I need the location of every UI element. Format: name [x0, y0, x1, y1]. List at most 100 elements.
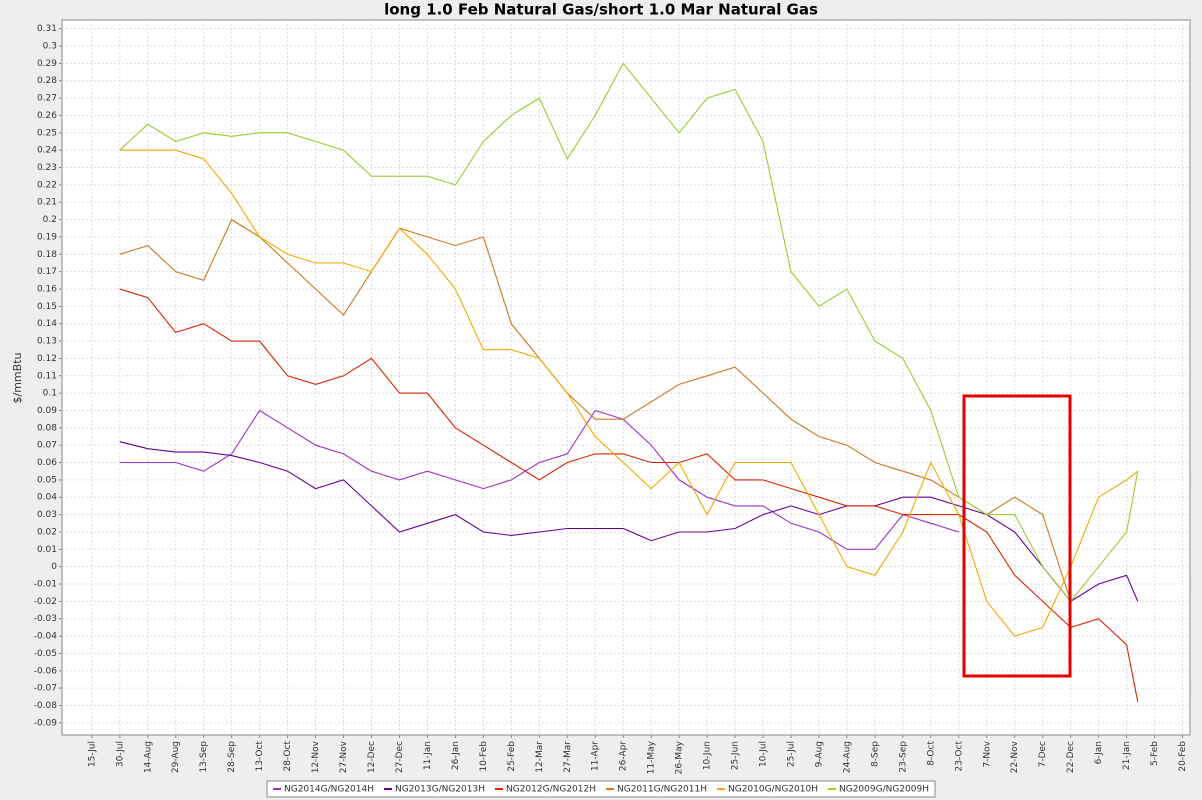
- series-line: [119, 149, 1139, 637]
- x-tick-label: 25-Jun: [731, 741, 741, 770]
- y-axis-label: $/mmBtu: [11, 353, 24, 404]
- legend-box: [266, 780, 936, 798]
- y-tick-label: 0.29: [37, 59, 57, 69]
- y-tick-label: 0.17: [37, 267, 57, 277]
- legend-label: NG2009G/NG2009H: [839, 785, 929, 795]
- x-tick-label: 5-Feb: [1150, 741, 1160, 766]
- legend-label: NG2010G/NG2010H: [728, 785, 818, 795]
- y-tick-label: 0.04: [37, 493, 57, 503]
- x-tick-label: 9-Aug: [814, 741, 824, 767]
- x-tick-label: 8-Oct: [926, 741, 936, 766]
- y-tick-label: -0.01: [34, 580, 57, 590]
- series-line: [119, 62, 1139, 603]
- y-tick-label: -0.09: [34, 718, 58, 728]
- y-tick-label: 0.11: [37, 371, 57, 381]
- plot-area: [61, 19, 1191, 736]
- x-tick-label: 12-Nov: [311, 740, 321, 773]
- x-tick-label: 25-Feb: [507, 741, 517, 772]
- y-tick-label: 0.22: [37, 180, 57, 190]
- chart-title: long 1.0 Feb Natural Gas/short 1.0 Mar N…: [384, 1, 818, 19]
- y-tick-label: 0.03: [37, 510, 57, 520]
- y-tick-label: 0.15: [37, 302, 57, 312]
- legend-label: NG2012G/NG2012H: [506, 785, 596, 795]
- y-tick-label: 0.01: [37, 545, 57, 555]
- y-tick-label: -0.03: [34, 614, 57, 624]
- x-tick-label: 27-Dec: [395, 741, 405, 773]
- y-tick-label: 0.1: [43, 389, 57, 399]
- series-line: [119, 218, 1072, 602]
- series-line: [119, 441, 1139, 603]
- legend: NG2014G/NG2014H NG2013G/NG2013H NG2012G/NG…: [266, 780, 936, 798]
- y-tick-label: -0.06: [34, 666, 58, 676]
- x-tick-label: 20-Feb: [1178, 741, 1188, 772]
- x-tick-label: 8-Sep: [870, 741, 880, 767]
- x-tick-label: 22-Nov: [1010, 740, 1020, 773]
- y-tick-label: 0.25: [37, 128, 57, 138]
- x-tick-label: 14-Aug: [143, 741, 153, 773]
- legend-label: NG2013G/NG2013H: [395, 785, 485, 795]
- x-tick-label: 12-Mar: [535, 741, 545, 773]
- y-tick-label: 0: [51, 562, 57, 572]
- x-tick-label: 13-Sep: [199, 741, 209, 773]
- x-tick-label: 21-Jan: [1122, 741, 1132, 770]
- series-line: [119, 288, 1139, 703]
- y-tick-label: 0.18: [37, 250, 57, 260]
- x-tick-label: 24-Aug: [842, 741, 852, 773]
- y-tick-label: 0.23: [37, 163, 57, 173]
- y-tick-label: 0.27: [37, 94, 57, 104]
- series-line: [119, 409, 959, 550]
- y-tick-label: 0.14: [37, 319, 57, 329]
- grid-layer: -0.09 -0.08 -0.07 -0.06 -0.05 -0.04 -0.03 -0.02…: [34, 20, 1190, 774]
- y-tick-label: 0.02: [37, 527, 57, 537]
- x-tick-label: 26-May: [675, 740, 685, 774]
- y-tick-label: -0.07: [34, 684, 57, 694]
- x-tick-label: 27-Nov: [339, 740, 349, 773]
- x-tick-label: 25-Jul: [787, 741, 797, 767]
- x-tick-label: 10-Feb: [479, 741, 489, 772]
- y-tick-label: 0.2: [43, 215, 57, 225]
- y-tick-label: 0.31: [37, 24, 57, 34]
- y-tick-label: 0.16: [37, 284, 57, 294]
- y-tick-label: 0.08: [37, 423, 57, 433]
- x-tick-label: 10-Jun: [703, 741, 713, 770]
- x-tick-label: 15-Jul: [87, 741, 97, 767]
- y-tick-label: 0.19: [37, 232, 57, 242]
- y-tick-label: 0.06: [37, 458, 57, 468]
- x-tick-label: 28-Sep: [227, 741, 237, 773]
- highlight-box: [962, 394, 1072, 678]
- x-tick-label: 28-Oct: [283, 741, 293, 772]
- y-tick-label: 0.3: [43, 42, 57, 52]
- x-tick-label: 6-Jan: [1094, 741, 1104, 764]
- y-tick-label: -0.04: [34, 632, 58, 642]
- x-tick-label: 23-Oct: [954, 741, 964, 772]
- y-tick-label: 0.13: [37, 337, 57, 347]
- x-tick-label: 11-Jan: [423, 741, 433, 770]
- x-tick-label: 11-Apr: [591, 741, 601, 771]
- y-tick-label: 0.07: [37, 441, 57, 451]
- x-tick-label: 11-May: [647, 740, 657, 774]
- x-tick-label: 13-Oct: [255, 741, 265, 772]
- y-tick-label: -0.05: [34, 649, 57, 659]
- x-tick-label: 26-Jan: [451, 741, 461, 770]
- x-tick-label: 27-Mar: [563, 741, 573, 773]
- x-tick-label: 12-Dec: [367, 741, 377, 773]
- y-tick-label: 0.09: [37, 406, 57, 416]
- y-tick-label: -0.08: [34, 701, 58, 711]
- x-tick-label: 10-Jul: [759, 741, 769, 767]
- y-tick-label: 0.05: [37, 475, 57, 485]
- legend-label: NG2011G/NG2011H: [617, 785, 707, 795]
- y-tick-label: 0.28: [37, 76, 57, 86]
- y-tick-label: -0.02: [34, 597, 57, 607]
- y-tick-label: 0.24: [37, 146, 57, 156]
- x-tick-label: 7-Dec: [1038, 741, 1048, 767]
- y-tick-label: 0.12: [37, 354, 57, 364]
- x-tick-label: 26-Apr: [619, 741, 629, 771]
- series-layer: [119, 62, 1139, 703]
- y-tick-label: 0.21: [37, 198, 57, 208]
- x-tick-label: 23-Sep: [898, 741, 908, 773]
- x-tick-label: 30-Jul: [115, 741, 125, 767]
- legend-label: NG2014G/NG2014H: [284, 785, 374, 795]
- x-tick-label: 7-Nov: [982, 740, 992, 767]
- y-tick-label: 0.26: [37, 111, 57, 121]
